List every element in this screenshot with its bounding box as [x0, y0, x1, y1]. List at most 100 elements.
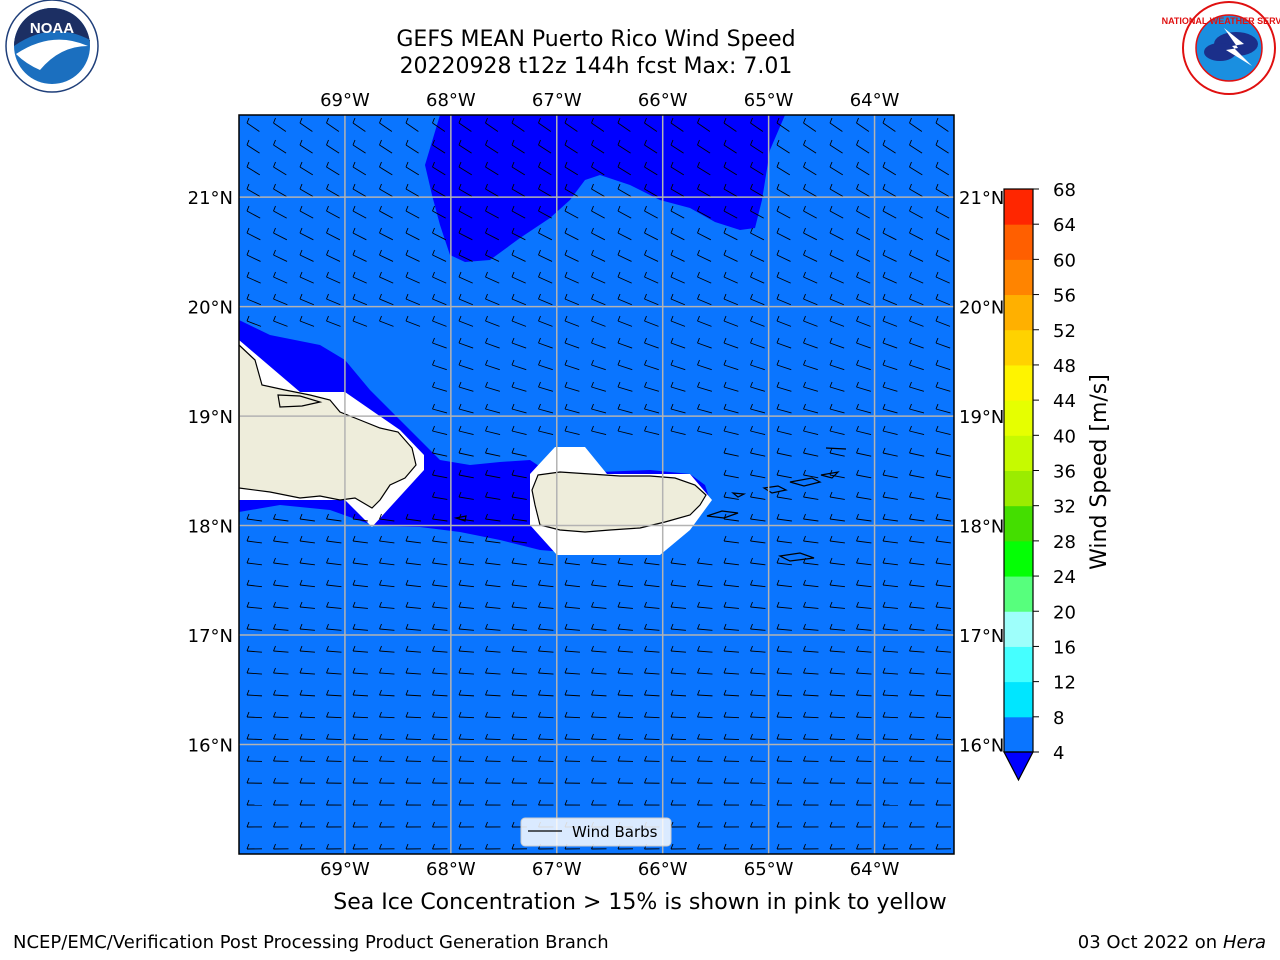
wind-barb	[591, 188, 605, 197]
lon-tick-label-bottom: 68°W	[426, 859, 476, 880]
wind-barb-flag	[591, 293, 594, 300]
wind-barb-flag	[511, 403, 515, 410]
wind-barb	[485, 254, 500, 262]
wind-barb-flag	[670, 315, 674, 322]
wind-barb	[750, 628, 766, 631]
wind-barb	[856, 320, 871, 327]
wind-barb-flag	[723, 579, 727, 586]
wind-barb	[432, 298, 447, 306]
wind-barb	[352, 122, 366, 132]
wind-barb	[882, 672, 898, 675]
wind-barb-flag	[803, 535, 806, 542]
wind-barb	[538, 408, 554, 414]
wind-barb-flag	[405, 271, 409, 278]
wind-barb-flag	[776, 777, 780, 784]
wind-barb	[776, 518, 792, 522]
wind-barb	[379, 188, 393, 197]
wind-barb	[273, 254, 288, 262]
wind-barb	[882, 298, 898, 306]
wind-barb-flag	[856, 447, 859, 454]
wind-barb-flag	[856, 579, 859, 586]
wind-barb	[352, 584, 368, 588]
wind-barb	[723, 122, 737, 132]
calm-zone-north	[425, 115, 785, 262]
wind-barb	[856, 166, 870, 176]
wind-barb-flag	[326, 205, 329, 212]
wind-barb	[882, 320, 898, 327]
wind-barb	[432, 364, 447, 371]
wind-barb-flag	[723, 821, 727, 828]
wind-barb-flag	[405, 535, 409, 542]
wind-barb-flag	[591, 183, 594, 190]
wind-barb-flag	[617, 425, 621, 432]
wind-barb	[829, 694, 846, 697]
wind-barb-flag	[617, 337, 621, 344]
wind-barb-flag	[458, 249, 462, 256]
wind-barb	[935, 166, 950, 176]
wind-barb-flag	[750, 513, 753, 520]
wind-barb	[776, 342, 792, 349]
wind-barb-flag	[246, 579, 250, 586]
wind-barb-flag	[564, 645, 568, 652]
colorbar-segment	[1004, 540, 1033, 577]
wind-barb	[617, 210, 632, 219]
wind-barb-flag	[750, 205, 753, 212]
wind-barb	[379, 628, 395, 631]
wind-barb-flag	[697, 425, 700, 432]
wind-barb	[405, 672, 421, 675]
wind-barb-flag	[829, 381, 833, 388]
wind-barb-flag	[511, 843, 515, 850]
wind-barb-flag	[697, 161, 700, 168]
wind-barb-flag	[405, 799, 409, 806]
wind-barb	[432, 122, 446, 132]
wind-barb-flag	[935, 359, 939, 366]
wind-barb-flag	[485, 183, 488, 190]
wind-barb-flag	[458, 557, 462, 564]
wind-barb-flag	[405, 733, 409, 740]
wind-barb-flag	[246, 689, 250, 696]
wind-barb	[299, 298, 315, 306]
wind-barb	[299, 672, 315, 675]
wind-barb-flag	[326, 755, 329, 762]
wind-barb-flag	[644, 645, 647, 652]
wind-barb	[935, 210, 950, 219]
wind-barb	[379, 694, 395, 697]
wind-barb-flag	[803, 249, 806, 256]
wind-barb	[776, 584, 792, 588]
wind-barb	[485, 232, 500, 241]
wind-barb-flag	[299, 667, 303, 674]
wind-barb-flag	[485, 469, 488, 476]
wind-barb	[882, 540, 898, 544]
wind-barb	[564, 430, 580, 435]
wind-barb	[882, 496, 898, 500]
wind-barb-flag	[750, 689, 753, 696]
wind-barb-flag	[697, 359, 700, 366]
wind-barb-flag	[511, 469, 515, 476]
wind-barb-flag	[432, 249, 435, 256]
wind-barb	[246, 210, 261, 219]
wind-barb	[697, 672, 713, 675]
wind-barb-flag	[299, 139, 303, 146]
wind-barb	[617, 738, 634, 741]
wind-barb	[246, 232, 261, 241]
wind-barb-flag	[803, 381, 806, 388]
wind-barb-flag	[273, 777, 276, 784]
wind-barb	[405, 298, 421, 306]
wind-barb	[458, 496, 474, 500]
wind-barb	[326, 298, 341, 306]
wind-barb	[856, 188, 870, 197]
wind-barb	[670, 386, 686, 392]
wind-barb	[882, 210, 897, 219]
wind-barb	[538, 166, 552, 176]
wind-barb-flag	[723, 227, 727, 234]
wind-barb	[299, 188, 314, 197]
wind-barb-flag	[803, 183, 806, 190]
wind-barb	[326, 122, 340, 132]
wind-barb	[723, 738, 740, 741]
wind-barb-flag	[458, 755, 462, 762]
wind-barb-flag	[352, 117, 356, 124]
lon-tick-label-top: 66°W	[638, 90, 688, 111]
wind-barb	[299, 232, 314, 241]
wind-barb-flag	[405, 777, 409, 784]
wind-barb	[909, 166, 923, 176]
